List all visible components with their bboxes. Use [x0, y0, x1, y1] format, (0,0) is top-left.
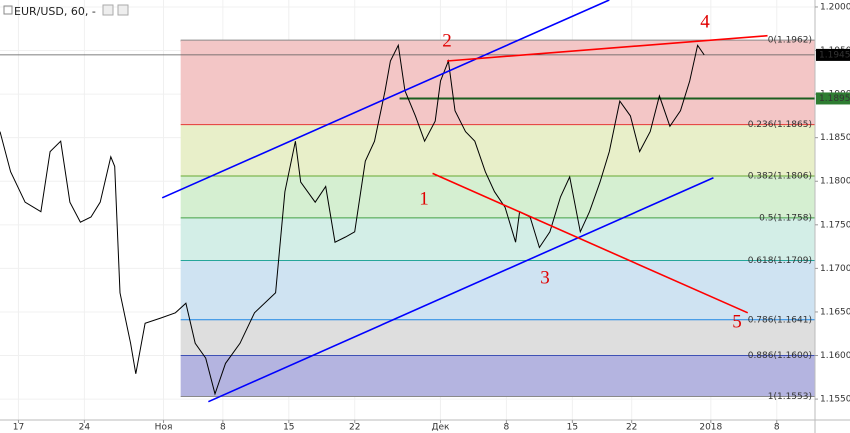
price-badge-label: 1.1945 — [819, 50, 850, 60]
fib-label: 0.886(1.1600) — [748, 351, 812, 361]
x-tick-label: 22 — [349, 423, 360, 433]
y-tick-label: 1.1750 — [820, 220, 850, 230]
wave-label: 2 — [442, 30, 452, 51]
wave-label: 3 — [540, 267, 550, 288]
x-tick-label: 8 — [220, 423, 226, 433]
x-tick-label: 15 — [567, 423, 578, 433]
price-line — [0, 43, 705, 396]
x-tick-label: 15 — [283, 423, 294, 433]
wave-label: 5 — [732, 311, 742, 332]
x-tick-label: 2018 — [699, 423, 722, 433]
trend-line — [161, 0, 610, 199]
x-tick-label: 17 — [13, 423, 24, 433]
fib-zone — [180, 217, 816, 261]
y-tick-label: 1.1550 — [820, 395, 850, 405]
wave-label: 4 — [700, 11, 710, 32]
fib-label: 1(1.1553) — [768, 392, 812, 402]
fib-label: 0.786(1.1641) — [748, 315, 812, 325]
time-axis — [0, 420, 850, 433]
fib-label: 0.5(1.1758) — [759, 213, 812, 223]
fib-zone — [180, 124, 816, 177]
header-button[interactable] — [117, 4, 129, 16]
symbol-title: EUR/USD, 60, - — [14, 5, 96, 18]
wave-label: 1 — [419, 188, 429, 209]
trend-line — [208, 177, 714, 403]
fib-label: 0.618(1.1709) — [748, 256, 812, 266]
fib-zone — [180, 260, 816, 320]
trend-line — [432, 172, 749, 314]
x-tick-label: Ноя — [155, 423, 173, 433]
y-tick-label: 1.1850 — [820, 133, 850, 143]
fib-zone — [180, 40, 816, 125]
fib-zone — [180, 319, 816, 356]
header-icon — [3, 5, 13, 15]
x-tick-label: Дек — [431, 423, 450, 433]
y-tick-label: 1.1650 — [820, 307, 850, 317]
header-button[interactable] — [102, 4, 114, 16]
price-axis — [815, 0, 850, 433]
x-tick-label: 22 — [626, 423, 637, 433]
trend-line — [447, 34, 768, 62]
fib-label: 0(1.1962) — [768, 36, 812, 46]
price-badge — [816, 92, 850, 105]
price-badge — [816, 48, 850, 61]
x-tick-label: 8 — [504, 423, 510, 433]
fib-zone — [180, 355, 816, 397]
y-tick-label: 1.1600 — [820, 351, 850, 361]
fib-label: 0.382(1.1806) — [748, 172, 812, 182]
x-tick-label: 8 — [774, 423, 780, 433]
fib-label: 0.236(1.1865) — [748, 120, 812, 130]
price-badge-label: 1.1895 — [819, 94, 850, 104]
y-tick-label: 1.2000 — [820, 2, 850, 12]
y-tick-label: 1.1700 — [820, 264, 850, 274]
y-tick-label: 1.1800 — [820, 177, 850, 187]
x-tick-label: 24 — [79, 423, 91, 433]
